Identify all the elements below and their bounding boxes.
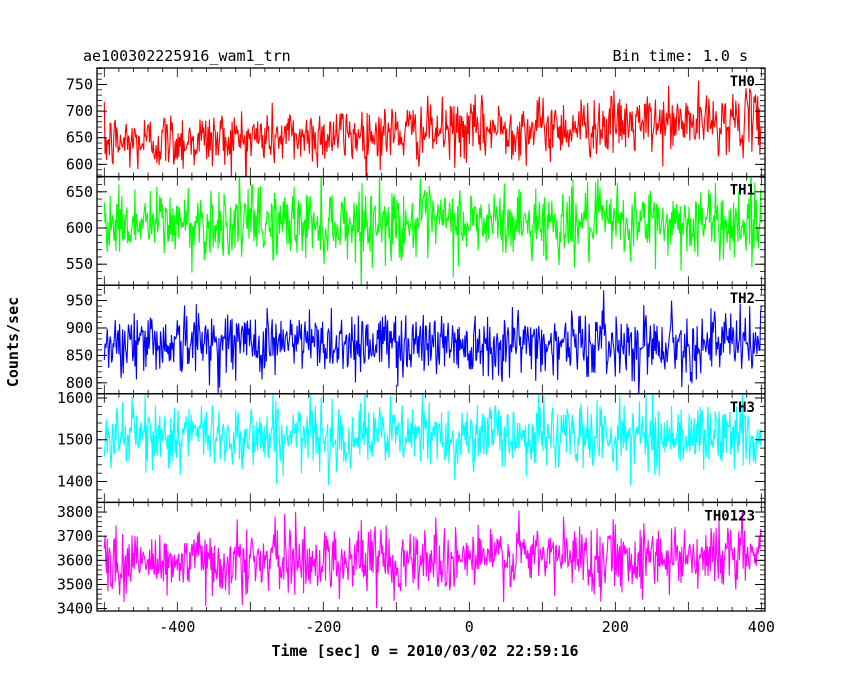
x-tick-label: 400 [748,618,775,636]
y-tick-label: 650 [66,129,93,147]
y-tick-label: 850 [66,346,93,364]
panel-label-th1: TH1 [730,183,755,199]
y-tick-label: 3800 [57,503,93,521]
chart-title: ae100302225916_wam1_trn [83,47,291,65]
panel-th1: 550 600 650 TH1 [66,175,766,286]
panels: 600 650 700 750 TH0 550 600 650 TH1 800 850 900 950 T… [57,67,766,618]
panel-th0123: 3400 3500 3600 3700 3800 TH0123 [57,501,766,618]
panel-th2: 800 850 900 950 TH2 [66,284,766,395]
y-tick-label: 600 [66,219,93,237]
series-line-th2 [103,290,762,394]
x-axis-title: Time [sec] 0 = 2010/03/02 22:59:16 [271,642,578,660]
panel-label-th0123: TH0123 [704,508,755,524]
x-tick-label: 200 [602,618,629,636]
y-tick-label: 3400 [57,600,93,618]
x-tick-label: 0 [465,618,474,636]
panel-frame [96,501,766,612]
y-tick-label: 1400 [57,473,93,491]
y-tick-label: 550 [66,255,93,273]
y-tick-label: 700 [66,102,93,120]
y-tick-label: 600 [66,155,93,173]
y-tick-label: 3700 [57,527,93,545]
y-tick-label: 1500 [57,431,93,449]
panel-th0: 600 650 700 750 TH0 [66,67,766,178]
y-tick-label: 800 [66,374,93,392]
x-tick-label: -400 [159,618,195,636]
y-tick-label: 3500 [57,575,93,593]
y-axis-title: Counts/sec [4,297,22,387]
bin-time-label: Bin time: 1.0 s [613,47,748,65]
y-tick-label: 3600 [57,551,93,569]
panel-label-th3: TH3 [730,400,755,416]
panel-th3: 1400 1500 1600 TH3 [57,389,766,504]
y-tick-label: 950 [66,292,93,310]
y-tick-label: 750 [66,76,93,94]
panel-label-th2: TH2 [730,291,755,307]
series-line-th0123 [103,510,762,609]
y-tick-label: 900 [66,319,93,337]
x-tick-label: -200 [305,618,341,636]
y-tick-label: 650 [66,183,93,201]
series-line-th1 [103,176,762,286]
series-line-th3 [103,393,762,486]
y-tick-label: 1600 [57,389,93,407]
panel-label-th0: TH0 [730,74,755,90]
series-line-th0 [103,80,762,177]
x-axis: -400 -200 0 200 400 [159,618,775,636]
